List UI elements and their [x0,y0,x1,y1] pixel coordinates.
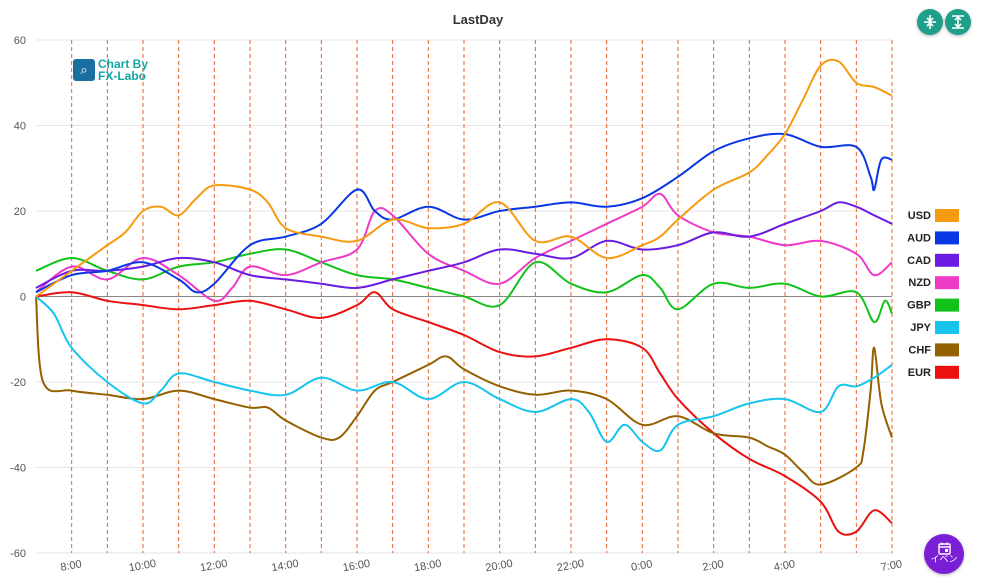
series-line-aud [35,132,893,294]
legend-label-gbp: GBP [907,300,931,312]
y-tick-label: -40 [10,463,26,475]
y-axis: 60 40 20 0 -20 -40 -60 [10,35,26,560]
legend-swatch-nzd [935,276,959,290]
x-tick-label: 18:00 [413,558,442,575]
legend-label-aud: AUD [907,232,931,244]
legend-swatch-gbp [935,298,959,312]
legend-label-cad: CAD [907,255,931,267]
legend-swatch-usd [935,209,959,222]
compress-vertical-icon [924,15,936,29]
x-tick-label: 10:00 [128,558,157,575]
logo-line-1: Chart By [98,57,149,71]
series-lines [35,58,893,536]
session-markers [71,40,893,553]
series-line-nzd [35,192,893,303]
y-tick-label: -20 [10,377,26,389]
legend-label-jpy: JPY [910,322,931,334]
legend-label-nzd: NZD [908,277,931,289]
series-line-usd [35,58,893,298]
y-tick-label: 20 [14,206,26,218]
expand-vertical-icon [952,15,964,29]
calendar-icon [937,542,951,555]
series-line-cad [35,201,893,290]
legend-label-chf: CHF [908,344,931,356]
legend: USD AUD CAD NZD GBP JPY CHF EUR [907,209,959,379]
collapse-vertical-button[interactable] [917,9,943,35]
x-tick-label: 7:00 [880,558,903,574]
magnifier-chart-icon: ⌕ [73,59,95,81]
series-line-eur [35,291,893,536]
legend-label-eur: EUR [908,367,931,379]
series-line-chf [35,296,893,486]
y-tick-label: 0 [20,292,26,304]
event-button-label: イベン [930,555,958,565]
x-tick-label: 22:00 [556,558,585,575]
y-tick-label: 40 [14,121,26,133]
legend-swatch-jpy [935,321,959,334]
y-tick-label: 60 [14,35,26,47]
event-button[interactable]: イベン [924,534,964,574]
x-tick-label: 4:00 [773,558,796,574]
x-tick-label: 20:00 [485,558,514,575]
x-tick-label: 16:00 [342,558,371,575]
series-line-jpy [35,295,893,453]
logo-line-2: FX-Labo [98,69,146,83]
fx-labo-logo: ⌕ Chart By FX-Labo [73,58,148,82]
y-tick-label: -60 [10,548,26,560]
x-tick-label: 0:00 [630,558,653,574]
x-tick-label: 8:00 [60,558,83,574]
x-tick-label: 12:00 [199,558,228,575]
legend-swatch-aud [935,231,959,245]
x-tick-label: 14:00 [271,558,300,575]
expand-vertical-button[interactable] [945,9,971,35]
series-line-gbp [35,248,893,324]
legend-label-usd: USD [908,210,931,222]
legend-swatch-chf [935,343,959,357]
x-tick-label: 2:00 [702,558,725,574]
x-axis: 8:00 10:00 12:00 14:00 16:00 18:00 20:00 22:00 0… [60,558,904,575]
legend-swatch-cad [935,253,959,267]
chart-title: LastDay [453,12,504,27]
legend-swatch-eur [935,365,959,379]
